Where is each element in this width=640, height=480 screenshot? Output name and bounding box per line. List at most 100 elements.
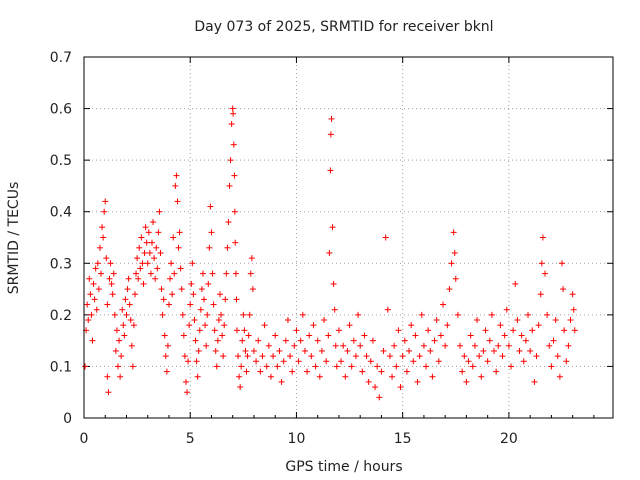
data-point <box>261 322 268 329</box>
data-point <box>559 260 566 267</box>
data-point <box>310 322 317 329</box>
data-point <box>114 363 121 370</box>
data-point <box>393 363 400 370</box>
data-point <box>376 394 383 401</box>
y-axis-label: SRMTID / TECUs <box>6 182 22 295</box>
data-point <box>406 347 413 354</box>
data-point <box>151 255 158 262</box>
data-point <box>148 239 155 246</box>
data-point <box>89 337 96 344</box>
data-point <box>146 249 153 256</box>
data-point <box>104 373 111 380</box>
data-point <box>344 347 351 354</box>
data-point <box>471 342 478 349</box>
data-point <box>512 280 519 287</box>
data-point <box>235 353 242 360</box>
data-point <box>137 265 144 272</box>
data-point <box>113 327 120 334</box>
data-point <box>85 317 92 324</box>
data-point <box>106 275 113 282</box>
data-point <box>233 327 240 334</box>
data-point <box>457 342 464 349</box>
data-point <box>100 234 107 241</box>
data-point <box>272 332 279 339</box>
data-point <box>546 342 553 349</box>
data-point <box>552 317 559 324</box>
data-point <box>321 317 328 324</box>
data-point <box>105 389 112 396</box>
data-point <box>196 327 203 334</box>
data-point <box>554 353 561 360</box>
data-point <box>133 270 140 277</box>
data-point <box>187 301 194 308</box>
data-point <box>318 347 325 354</box>
data-point <box>259 353 266 360</box>
x-tick-label: 10 <box>288 431 306 447</box>
data-point <box>270 353 277 360</box>
data-point <box>93 306 100 313</box>
data-point <box>232 239 239 246</box>
data-point <box>238 363 245 370</box>
data-point <box>431 337 438 344</box>
data-point <box>120 322 127 329</box>
data-point <box>162 353 169 360</box>
data-point <box>193 358 200 365</box>
data-point <box>352 353 359 360</box>
data-point <box>425 327 432 334</box>
data-point <box>533 353 540 360</box>
data-point <box>493 368 500 375</box>
data-point <box>88 311 95 318</box>
data-point <box>535 322 542 329</box>
data-point <box>244 353 251 360</box>
data-point <box>346 322 353 329</box>
data-point <box>538 260 545 267</box>
data-point <box>87 291 94 298</box>
data-point <box>525 311 532 318</box>
data-point <box>395 327 402 334</box>
data-point <box>145 229 152 236</box>
y-tick-label: 0.5 <box>50 153 72 169</box>
data-point <box>247 270 254 277</box>
x-tick-label: 15 <box>394 431 412 447</box>
data-point <box>130 322 137 329</box>
data-point <box>287 353 294 360</box>
data-point <box>208 229 215 236</box>
data-point <box>86 275 93 282</box>
data-point <box>154 265 161 272</box>
data-point <box>129 363 136 370</box>
data-point <box>243 368 250 375</box>
data-point <box>332 342 339 349</box>
data-point <box>331 306 338 313</box>
data-point <box>101 208 108 215</box>
data-point <box>263 363 270 370</box>
data-point <box>450 229 457 236</box>
chart-title: Day 073 of 2025, SRMTID for receiver bkn… <box>194 19 493 35</box>
data-point <box>250 347 257 354</box>
data-point <box>408 322 415 329</box>
data-point <box>223 270 230 277</box>
data-point <box>103 255 110 262</box>
data-point <box>185 358 192 365</box>
data-point <box>138 234 145 241</box>
data-point <box>423 363 430 370</box>
data-point <box>230 141 237 148</box>
data-point <box>204 311 211 318</box>
data-point <box>333 363 340 370</box>
data-point <box>190 291 197 298</box>
data-point <box>522 337 529 344</box>
data-point <box>172 182 179 189</box>
data-point <box>220 353 227 360</box>
data-point <box>178 286 185 293</box>
data-point <box>299 311 306 318</box>
data-point <box>544 311 551 318</box>
data-points <box>82 105 578 401</box>
data-point <box>157 249 164 256</box>
data-point <box>571 327 578 334</box>
data-point <box>495 342 502 349</box>
data-point <box>561 327 568 334</box>
data-point <box>531 378 538 385</box>
data-point <box>236 373 243 380</box>
data-point <box>173 172 180 179</box>
data-point <box>214 337 221 344</box>
grid <box>84 57 613 418</box>
